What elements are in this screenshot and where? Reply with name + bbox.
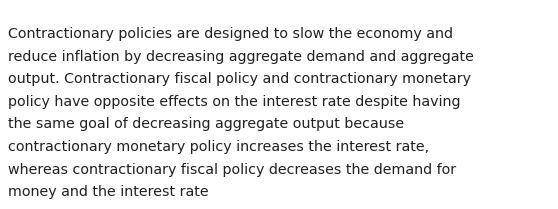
Text: reduce inflation by decreasing aggregate demand and aggregate: reduce inflation by decreasing aggregate… <box>8 50 474 64</box>
Text: contractionary monetary policy increases the interest rate,: contractionary monetary policy increases… <box>8 140 430 154</box>
Text: the same goal of decreasing aggregate output because: the same goal of decreasing aggregate ou… <box>8 117 405 131</box>
Text: output. Contractionary fiscal policy and contractionary monetary: output. Contractionary fiscal policy and… <box>8 72 472 86</box>
Text: Contractionary policies are designed to slow the economy and: Contractionary policies are designed to … <box>8 27 453 41</box>
Text: whereas contractionary fiscal policy decreases the demand for: whereas contractionary fiscal policy dec… <box>8 163 456 177</box>
Text: policy have opposite effects on the interest rate despite having: policy have opposite effects on the inte… <box>8 95 461 109</box>
Text: money and the interest rate: money and the interest rate <box>8 185 209 199</box>
